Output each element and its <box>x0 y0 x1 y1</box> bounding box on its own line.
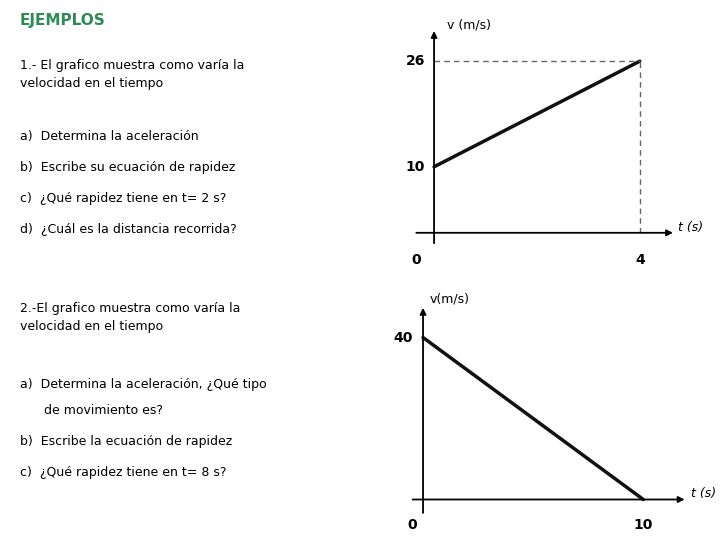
Text: c)  ¿Qué rapidez tiene en t= 2 s?: c) ¿Qué rapidez tiene en t= 2 s? <box>20 192 226 205</box>
Text: 0: 0 <box>411 253 420 267</box>
Text: 2.-El grafico muestra como varía la
velocidad en el tiempo: 2.-El grafico muestra como varía la velo… <box>20 302 240 333</box>
Text: 0: 0 <box>408 518 417 532</box>
Text: EJEMPLOS: EJEMPLOS <box>20 14 106 29</box>
Text: t (s): t (s) <box>678 221 703 234</box>
Text: b)  Escribe su ecuación de rapidez: b) Escribe su ecuación de rapidez <box>20 160 235 174</box>
Text: 10: 10 <box>634 518 653 532</box>
Text: de movimiento es?: de movimiento es? <box>20 404 163 417</box>
Text: v (m/s): v (m/s) <box>447 18 491 31</box>
Text: b)  Escribe la ecuación de rapidez: b) Escribe la ecuación de rapidez <box>20 435 232 448</box>
Text: 40: 40 <box>394 330 413 345</box>
Text: c)  ¿Qué rapidez tiene en t= 8 s?: c) ¿Qué rapidez tiene en t= 8 s? <box>20 465 226 479</box>
Text: a)  Determina la aceleración, ¿Qué tipo: a) Determina la aceleración, ¿Qué tipo <box>20 378 266 391</box>
Text: d)  ¿Cuál es la distancia recorrida?: d) ¿Cuál es la distancia recorrida? <box>20 222 237 236</box>
Text: 1.- El grafico muestra como varía la
velocidad en el tiempo: 1.- El grafico muestra como varía la vel… <box>20 59 244 90</box>
Text: a)  Determina la aceleración: a) Determina la aceleración <box>20 130 199 143</box>
Text: 26: 26 <box>405 54 425 68</box>
Text: t (s): t (s) <box>690 487 716 500</box>
Text: 10: 10 <box>405 160 425 174</box>
Text: 4: 4 <box>635 253 644 267</box>
Text: v(m/s): v(m/s) <box>430 293 469 306</box>
